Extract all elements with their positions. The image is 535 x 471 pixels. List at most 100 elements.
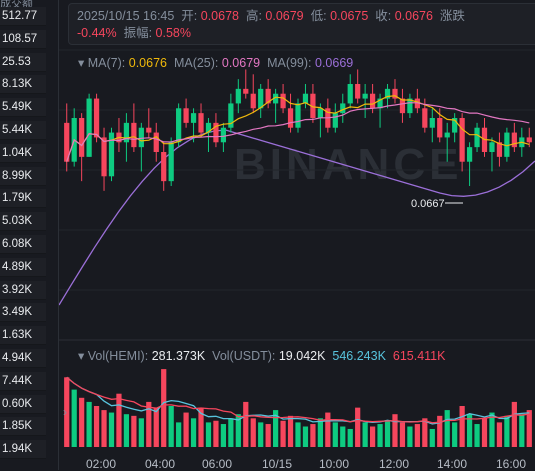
volume-bar [79, 397, 85, 447]
candle-body [317, 108, 323, 118]
candle-body [355, 84, 361, 99]
volume-bar [183, 412, 189, 447]
expand-panel-icon[interactable]: › [63, 405, 67, 419]
left-row-value: 5.03K [0, 212, 46, 232]
ma99-label: MA(99): [267, 56, 312, 70]
volume-bar [466, 414, 473, 447]
candle-body [511, 132, 517, 148]
vol-value-1: 281.373K [151, 349, 206, 363]
candle-body [108, 132, 115, 177]
candle-body [466, 147, 473, 162]
open-value: 0.0678 [200, 9, 239, 23]
volume-bar [86, 401, 92, 447]
left-row-value: 0.60K [0, 394, 46, 414]
candle-body [362, 93, 368, 99]
volume-bar [317, 418, 323, 447]
volume-bar [459, 406, 465, 447]
left-row-value: 3.49K [0, 303, 46, 323]
left-column-header: 成交额 [0, 0, 33, 10]
time-tick-label: 12:00 [379, 457, 410, 471]
volume-bar [220, 424, 227, 447]
ma7-label: MA(7): [87, 56, 126, 70]
left-row-value: 512.77 [0, 7, 46, 26]
close-label: 收: [375, 9, 392, 23]
candle-body [474, 127, 480, 148]
candle-body [243, 88, 249, 94]
candle-body [504, 132, 510, 157]
ma99-line [59, 129, 535, 306]
volume-bar [444, 410, 450, 447]
ma7-line [66, 95, 530, 162]
volume-bar [511, 401, 517, 447]
low-label: 低: [310, 9, 327, 23]
high-value: 0.0679 [265, 9, 304, 23]
volume-bar [168, 406, 174, 447]
volume-bar [71, 389, 77, 447]
volume-bar [64, 377, 70, 447]
binance-watermark: BINANCE [234, 140, 463, 189]
volume-bar [273, 410, 279, 447]
volume-bar [213, 420, 219, 447]
chart-area[interactable]: BINANCE [59, 0, 535, 470]
volume-bar [146, 401, 152, 447]
volume-ma2-line [66, 376, 530, 424]
volume-bar [369, 426, 376, 447]
volume-bar [474, 424, 480, 447]
candle-body [437, 118, 443, 138]
low-price-annotation: 0.0667 [411, 198, 445, 210]
time-tick-label: 14:00 [437, 457, 468, 471]
candle-body [265, 88, 271, 104]
collapse-arrow-icon[interactable]: ▾ [78, 349, 85, 363]
ma25-line [66, 102, 530, 162]
candle-body [176, 108, 182, 143]
vol-value-2: 19.042K [278, 349, 326, 363]
collapse-arrow-icon[interactable]: ▾ [78, 56, 85, 70]
candle-body [213, 122, 219, 143]
volume-bar [407, 426, 413, 447]
volume-bar [287, 415, 294, 447]
candle-body [123, 122, 130, 143]
candle-body [220, 127, 227, 143]
volume-bar [131, 415, 137, 447]
candle-body [161, 152, 167, 182]
volume-bar [340, 426, 346, 447]
volume-bar [489, 412, 495, 447]
candle-body [295, 103, 301, 128]
candle-body [138, 127, 144, 148]
volume-legend: ▾ Vol(HEMI): 281.373K Vol(USDT): 19.042K… [78, 348, 445, 363]
amplitude-value: 0.58% [155, 26, 191, 40]
volume-bar [325, 412, 331, 447]
left-row-value: 6.08K [0, 235, 46, 254]
volume-bar [399, 422, 406, 447]
vol-label-1: Vol(HEMI): [87, 349, 149, 363]
left-row-value: 1.79K [0, 189, 46, 209]
vol-ma2-value: 615.411K [392, 349, 446, 363]
vol-label-2: Vol(USDT): [212, 349, 276, 363]
volume-bar [205, 422, 212, 447]
volume-bar [93, 406, 100, 447]
ma99-value: 0.0669 [315, 56, 354, 70]
candle-body [287, 108, 294, 128]
candle-body [489, 142, 495, 152]
candle-body [399, 98, 406, 114]
ma-legend: ▾ MA(7): 0.0676 MA(25): 0.0679 MA(99): 0… [78, 55, 353, 70]
candle-body [347, 84, 353, 104]
volume-bar [153, 407, 159, 447]
ma25-value: 0.0679 [221, 56, 261, 70]
candlestick-chart[interactable]: 0.06910.0667 [59, 0, 535, 455]
volume-bar [116, 393, 122, 447]
volume-bar [429, 428, 435, 447]
time-tick-label: 10/15 [262, 457, 293, 471]
volume-bar [101, 410, 107, 447]
volume-bar [265, 424, 271, 447]
candle-body [183, 108, 189, 123]
candle-body [273, 93, 279, 104]
volume-bar [504, 415, 510, 447]
volume-bar [138, 418, 144, 447]
time-tick-label: 10:00 [319, 457, 350, 471]
volume-bar [250, 418, 256, 447]
candle-body [340, 103, 346, 114]
volume-bar [496, 422, 503, 447]
left-row-value: 5.44K [0, 121, 46, 140]
volume-bar [235, 414, 241, 447]
